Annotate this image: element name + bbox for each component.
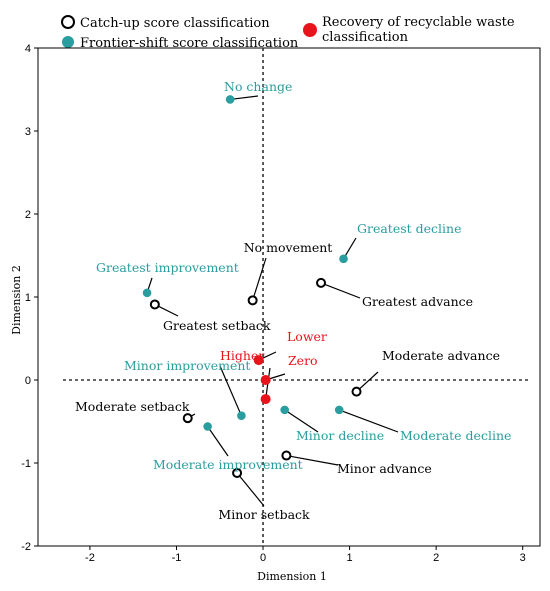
x-tick-label-2: 0 — [260, 552, 266, 564]
legend-marker-frontier — [62, 36, 74, 48]
y-tick-label-5: 3 — [25, 126, 31, 138]
recovery-point-1 — [260, 375, 271, 385]
recovery-label-0: Lower — [287, 329, 327, 344]
x-tick-label-3: 1 — [347, 552, 353, 564]
legend-marker-recovery — [303, 23, 317, 37]
frontier-label-5: Moderate decline — [400, 428, 511, 443]
plot-area: -2 -1 0 1 2 3 -2 -1 0 1 2 3 4 No movement Greatest adv… — [21, 43, 541, 564]
frontier-label-3: Minor improvement — [124, 358, 250, 373]
recovery-point-2 — [260, 394, 271, 405]
catchup-leader-1 — [320, 282, 361, 299]
legend-label-catchup: Catch-up score classification — [80, 16, 270, 31]
x-tick-label-5: 3 — [520, 552, 526, 564]
catchup-point-0 — [247, 295, 258, 306]
frontier-leader-5 — [338, 409, 399, 433]
legend-label-recovery: Recovery of recyclable waste classificat… — [322, 15, 519, 45]
frontier-point-5 — [334, 405, 344, 415]
recovery-label-2: Higher — [220, 348, 264, 363]
frontier-leader-0 — [230, 95, 259, 101]
catchup-point-1 — [316, 277, 327, 288]
frontier-point-2 — [142, 288, 152, 298]
catchup-label-5: Minor advance — [337, 461, 432, 476]
y-tick-label-3: 1 — [25, 292, 31, 304]
legend: Catch-up score classification Frontier-s… — [61, 15, 519, 51]
frontier-leader-3 — [219, 365, 242, 416]
catchup-point-5 — [281, 450, 292, 461]
x-tick-label-1: -1 — [172, 552, 182, 564]
frontier-point-1 — [339, 254, 348, 264]
catchup-label-4: Moderate setback — [75, 399, 190, 414]
y-tick-label-0: -2 — [21, 541, 31, 553]
frontier-label-1: Greatest decline — [357, 221, 462, 236]
catchup-label-6: Minor setback — [218, 507, 310, 522]
y-axis-title: Dimension 2 — [10, 265, 23, 335]
recovery-point-0 — [253, 355, 264, 366]
frontier-point-6 — [203, 422, 212, 431]
frontier-point-3 — [237, 411, 246, 420]
y-tick-label-6: 4 — [25, 43, 31, 55]
frontier-leader-4 — [284, 409, 319, 433]
legend-label-frontier: Frontier-shift score classification — [80, 36, 299, 51]
legend-label-recovery-line1: Recovery of recyclable waste — [322, 15, 515, 30]
catchup-leader-5 — [286, 454, 339, 466]
catchup-point-6 — [232, 467, 243, 478]
legend-marker-catchup — [61, 15, 75, 29]
frontier-label-2: Greatest improvement — [96, 260, 239, 275]
y-tick-label-1: -1 — [21, 458, 31, 470]
frontier-label-0: No change — [224, 79, 292, 94]
y-tick-label-4: 2 — [25, 209, 31, 221]
catchup-leader-0 — [252, 257, 267, 301]
catchup-label-3: Moderate advance — [382, 348, 500, 363]
frontier-point-0 — [225, 95, 235, 104]
frontier-label-4: Minor decline — [296, 428, 384, 443]
catchup-leader-6 — [236, 472, 265, 507]
y-tick-label-2: 0 — [25, 375, 31, 387]
x-axis-title: Dimension 1 — [257, 570, 327, 583]
catchup-label-2: Greatest setback — [163, 318, 271, 333]
catchup-point-2 — [149, 299, 160, 310]
frontier-leader-6 — [207, 426, 229, 457]
frontier-label-6: Moderate improvement — [153, 457, 303, 472]
x-tick-label-4: 2 — [433, 552, 439, 564]
catchup-label-0: No movement — [244, 240, 333, 255]
catchup-point-4 — [182, 413, 193, 424]
recovery-label-1: Zero — [288, 353, 318, 368]
catchup-point-3 — [351, 386, 362, 397]
catchup-label-1: Greatest advance — [362, 294, 473, 309]
frontier-point-4 — [280, 405, 289, 415]
x-tick-label-0: -2 — [85, 552, 95, 564]
legend-label-recovery-line2: classification — [322, 30, 409, 45]
